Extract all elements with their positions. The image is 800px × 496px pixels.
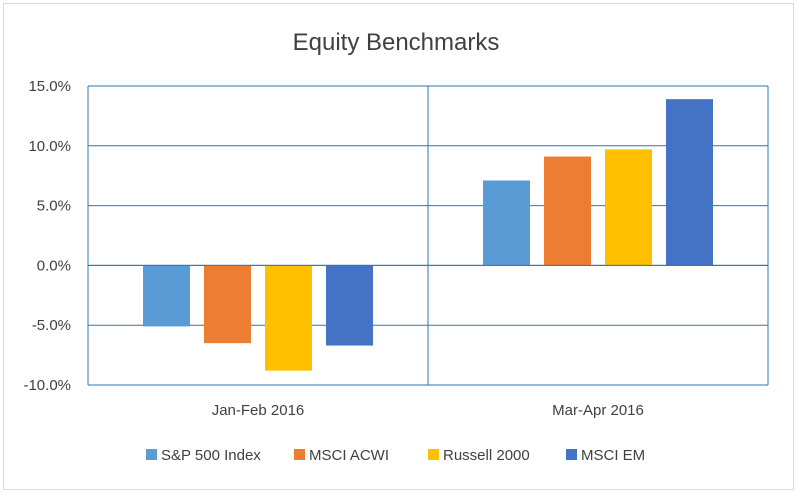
plot-area: 15.0% 10.0% 5.0% 0.0% -5.0% -10.0% Jan-Feb 201…: [23, 78, 769, 419]
legend-swatch: [294, 449, 305, 460]
legend: S&P 500 Index MSCI ACWI Russell 2000 MSCI E…: [146, 447, 645, 464]
x-category-label: Jan-Feb 2016: [212, 402, 305, 419]
y-tick-label: -10.0%: [23, 377, 71, 394]
legend-swatch: [566, 449, 577, 460]
chart-frame: [3, 3, 794, 490]
y-tick-label: -5.0%: [32, 317, 71, 334]
y-tick-label: 5.0%: [37, 198, 71, 215]
bar: [666, 99, 713, 266]
bar: [483, 180, 530, 266]
bar: [605, 149, 652, 266]
y-tick-label: 15.0%: [28, 78, 71, 95]
legend-label: Russell 2000: [443, 447, 530, 464]
bar: [143, 265, 190, 327]
bar: [544, 156, 591, 266]
x-category-label: Mar-Apr 2016: [552, 402, 644, 419]
bar: [204, 265, 251, 344]
legend-swatch: [428, 449, 439, 460]
legend-label: MSCI ACWI: [309, 447, 389, 464]
bar: [326, 265, 373, 346]
bar: [265, 265, 312, 371]
chart-title: Equity Benchmarks: [293, 29, 500, 56]
legend-swatch: [146, 449, 157, 460]
y-tick-label: 0.0%: [37, 257, 71, 274]
legend-label: S&P 500 Index: [161, 447, 261, 464]
y-tick-label: 10.0%: [28, 138, 71, 155]
legend-label: MSCI EM: [581, 447, 645, 464]
